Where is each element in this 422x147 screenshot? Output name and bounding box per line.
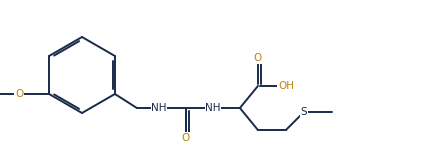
Text: NH: NH [151,103,167,113]
Text: OH: OH [278,81,294,91]
Text: NH: NH [205,103,221,113]
Text: S: S [300,107,307,117]
Text: O: O [182,133,190,143]
Text: O: O [15,89,23,99]
Text: O: O [254,53,262,63]
